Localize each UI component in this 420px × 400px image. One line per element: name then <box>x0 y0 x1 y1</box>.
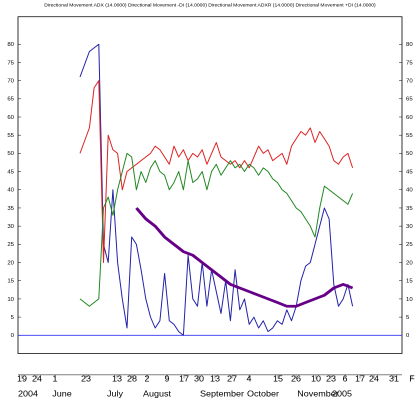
y-tick-label-right: 80 <box>406 42 413 48</box>
series-line-4 <box>135 207 354 308</box>
y-tick-label-left: 50 <box>7 151 14 157</box>
y-tick-label-right: 20 <box>406 261 413 267</box>
y-tick-label-right: 30 <box>406 224 413 230</box>
y-tick-label-right: 60 <box>406 115 413 121</box>
y-tick-label-left: 20 <box>7 261 14 267</box>
y-tick-label-left: 5 <box>11 315 14 321</box>
x-axis: 19 24 1 23 13 28 2 9 17 30 13 27 4 15 26 10 23 6 17 24 31 F20… <box>17 374 415 399</box>
y-tick-label-left: 65 <box>7 97 14 103</box>
y-tick-label-right: 65 <box>406 97 413 103</box>
y-tick-label-left: 55 <box>7 133 14 139</box>
y-axis-right: 0 5 10 15 20 25 30 35 40 45 50 55 60 65 70 75 80 <box>399 42 413 339</box>
y-tick-label-left: 40 <box>7 188 14 194</box>
x-month-label: August <box>143 389 172 399</box>
y-tick-label-right: 75 <box>406 60 413 66</box>
series-line-1 <box>79 43 354 336</box>
x-month-label: 2005 <box>332 389 352 399</box>
y-tick-label-right: 35 <box>406 206 413 212</box>
y-tick-label-left: 60 <box>7 115 14 121</box>
y-tick-label-left: 75 <box>7 60 14 66</box>
y-tick-label-right: 0 <box>406 333 409 339</box>
series-line-3 <box>79 152 354 307</box>
series-layer <box>79 43 354 336</box>
y-tick-label-right: 25 <box>406 242 413 248</box>
y-tick-label-right: 50 <box>406 151 413 157</box>
y-tick-label-left: 15 <box>7 279 14 285</box>
chart-title: Directional Movement ADX (14.0000) Direc… <box>44 3 376 9</box>
x-month-label: July <box>107 389 124 399</box>
plot-frame <box>17 16 403 354</box>
y-tick-label-left: 70 <box>7 79 14 85</box>
x-month-label: June <box>52 389 72 399</box>
x-month-label: October <box>247 389 279 399</box>
y-tick-label-right: 55 <box>406 133 413 139</box>
y-tick-label-left: 25 <box>7 242 14 248</box>
y-tick-label-right: 45 <box>406 170 413 176</box>
y-tick-label-left: 35 <box>7 206 14 212</box>
x-month-label: 2004 <box>18 389 38 399</box>
chart-background <box>0 0 420 372</box>
y-tick-label-right: 40 <box>406 188 413 194</box>
y-tick-label-left: 10 <box>7 297 14 303</box>
y-tick-label-right: 15 <box>406 279 413 285</box>
y-tick-label-right: 5 <box>406 315 409 321</box>
y-tick-label-left: 30 <box>7 224 14 230</box>
y-axis-left: 0 5 10 15 20 25 30 35 40 45 50 55 60 65 70 75 80 <box>7 42 21 339</box>
series-line-2 <box>79 80 354 263</box>
x-month-label: September <box>200 389 244 399</box>
x-month-label: November <box>297 389 339 399</box>
y-tick-label-left: 0 <box>11 333 14 339</box>
y-tick-label-left: 45 <box>7 170 14 176</box>
y-tick-label-left: 80 <box>7 42 14 48</box>
y-tick-label-right: 10 <box>406 297 413 303</box>
y-tick-label-right: 70 <box>406 79 413 85</box>
